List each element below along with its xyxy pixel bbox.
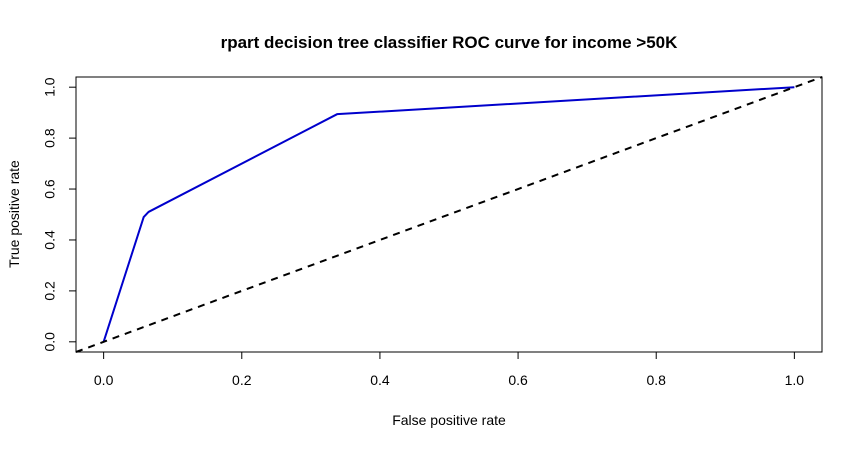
y-tick-label: 1.0 <box>42 77 58 97</box>
y-tick-label: 0.8 <box>42 128 58 148</box>
y-axis: 0.0 0.2 0.4 0.6 0.8 1.0 <box>42 77 77 352</box>
x-tick-label: 0.6 <box>508 372 528 388</box>
x-tick-label: 0.2 <box>232 372 252 388</box>
x-axis: 0.0 0.2 0.4 0.6 0.8 1.0 <box>94 351 805 388</box>
x-tick-label: 1.0 <box>785 372 805 388</box>
y-tick-label: 0.2 <box>42 281 58 301</box>
chart-title: rpart decision tree classifier ROC curve… <box>221 33 679 52</box>
y-axis-label: True positive rate <box>6 160 22 268</box>
diagonal-reference-line <box>75 76 823 353</box>
x-tick-label: 0.0 <box>94 372 114 388</box>
roc-curve-line <box>102 86 795 343</box>
x-tick-label: 0.8 <box>646 372 666 388</box>
x-axis-label: False positive rate <box>392 412 506 428</box>
y-tick-label: 0.0 <box>42 332 58 352</box>
y-tick-label: 0.4 <box>42 230 58 250</box>
y-tick-label: 0.6 <box>42 179 58 199</box>
series-layer <box>75 76 823 353</box>
x-tick-label: 0.4 <box>370 372 390 388</box>
